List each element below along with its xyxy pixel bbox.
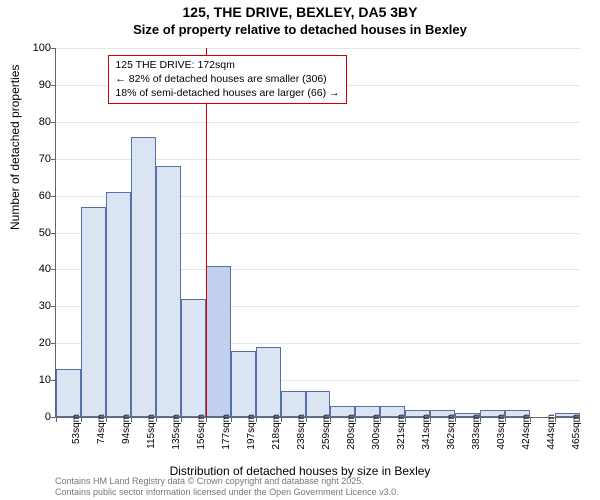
ytick-label: 60 xyxy=(26,190,51,202)
annotation-line: ← 82% of detached houses are smaller (30… xyxy=(115,73,339,87)
xtick-mark xyxy=(281,417,282,422)
xtick-mark xyxy=(405,417,406,422)
histogram-bar xyxy=(181,299,206,417)
xtick-mark xyxy=(355,417,356,422)
annotation-box: 125 THE DRIVE: 172sqm← 82% of detached h… xyxy=(108,55,346,104)
y-axis-label: Number of detached properties xyxy=(8,65,22,230)
xtick-mark xyxy=(480,417,481,422)
ytick-mark xyxy=(51,85,56,86)
ytick-mark xyxy=(51,306,56,307)
ytick-label: 10 xyxy=(26,374,51,386)
ytick-mark xyxy=(51,122,56,123)
histogram-bar xyxy=(206,266,231,417)
histogram-bar xyxy=(156,166,181,417)
chart-title-sub: Size of property relative to detached ho… xyxy=(0,22,600,38)
ytick-mark xyxy=(51,233,56,234)
ytick-label: 100 xyxy=(26,42,51,54)
chart-title-main: 125, THE DRIVE, BEXLEY, DA5 3BY xyxy=(0,4,600,22)
ytick-label: 20 xyxy=(26,337,51,349)
xtick-mark xyxy=(306,417,307,422)
ytick-mark xyxy=(51,159,56,160)
xtick-mark xyxy=(56,417,57,422)
gridline xyxy=(56,48,580,49)
histogram-bar xyxy=(56,369,81,417)
ytick-mark xyxy=(51,343,56,344)
ytick-label: 90 xyxy=(26,79,51,91)
footer-line-1: Contains HM Land Registry data © Crown c… xyxy=(55,476,399,487)
chart-footer: Contains HM Land Registry data © Crown c… xyxy=(55,476,399,498)
xtick-mark xyxy=(106,417,107,422)
ytick-mark xyxy=(51,48,56,49)
footer-line-2: Contains public sector information licen… xyxy=(55,487,399,498)
xtick-mark xyxy=(505,417,506,422)
ytick-label: 0 xyxy=(26,411,51,423)
xtick-mark xyxy=(380,417,381,422)
xtick-mark xyxy=(231,417,232,422)
xtick-mark xyxy=(530,417,531,422)
xtick-mark xyxy=(430,417,431,422)
xtick-mark xyxy=(455,417,456,422)
annotation-line: 125 THE DRIVE: 172sqm xyxy=(115,59,339,73)
chart-title-block: 125, THE DRIVE, BEXLEY, DA5 3BY Size of … xyxy=(0,0,600,38)
ytick-label: 80 xyxy=(26,116,51,128)
xtick-mark xyxy=(181,417,182,422)
ytick-mark xyxy=(51,196,56,197)
histogram-bar xyxy=(131,137,156,417)
histogram-bar xyxy=(81,207,106,417)
xtick-mark xyxy=(81,417,82,422)
histogram-bar xyxy=(231,351,256,417)
histogram-bar xyxy=(256,347,281,417)
xtick-mark xyxy=(579,417,580,422)
xtick-mark xyxy=(156,417,157,422)
ytick-label: 70 xyxy=(26,153,51,165)
xtick-mark xyxy=(330,417,331,422)
ytick-label: 40 xyxy=(26,263,51,275)
ytick-label: 30 xyxy=(26,300,51,312)
annotation-line: 18% of semi-detached houses are larger (… xyxy=(115,87,339,101)
ytick-label: 50 xyxy=(26,227,51,239)
xtick-mark xyxy=(256,417,257,422)
histogram-bar xyxy=(106,192,131,417)
chart-plot-area: 010203040506070809010053sqm74sqm94sqm115… xyxy=(55,48,580,418)
gridline xyxy=(56,122,580,123)
xtick-mark xyxy=(206,417,207,422)
xtick-mark xyxy=(555,417,556,422)
ytick-mark xyxy=(51,269,56,270)
xtick-mark xyxy=(131,417,132,422)
